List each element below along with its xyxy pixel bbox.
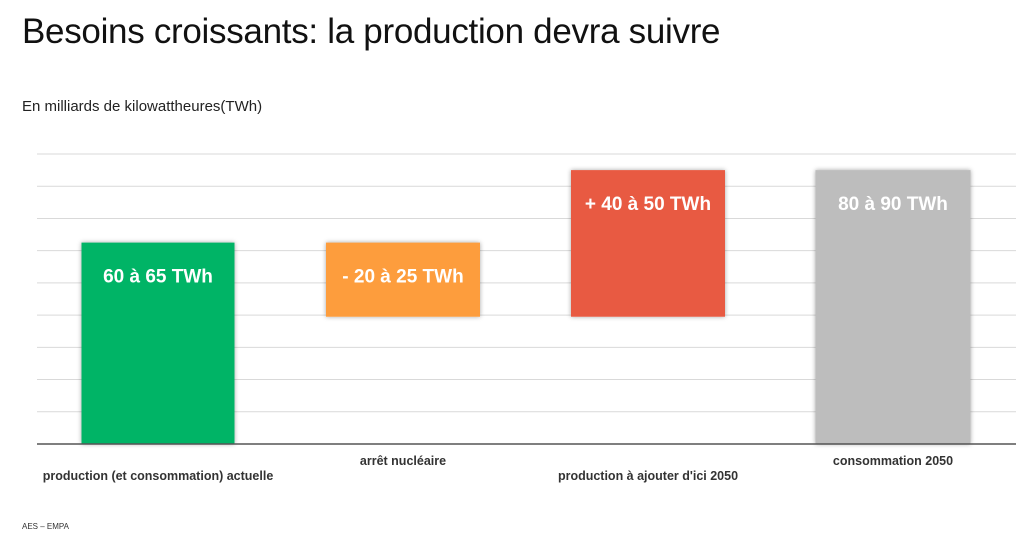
bar-1 <box>81 242 235 444</box>
category-label: consommation 2050 <box>833 454 953 468</box>
category-label: production (et consommation) actuelle <box>43 469 274 483</box>
bar-value-label: 60 à 65 TWh <box>103 267 213 288</box>
source-note: AES – EMPA <box>22 522 69 531</box>
bar-4 <box>815 170 971 444</box>
chart-title: Besoins croissants: la production devra … <box>22 12 721 51</box>
bar-value-label: + 40 à 50 TWh <box>585 194 711 215</box>
bar-value-label: 80 à 90 TWh <box>838 194 948 215</box>
category-label: production à ajouter d'ici 2050 <box>558 469 738 483</box>
bar-3 <box>571 170 725 317</box>
category-label: arrêt nucléaire <box>360 454 446 468</box>
bar-2 <box>326 242 480 317</box>
unit-label: En milliards de kilowattheures(TWh) <box>22 98 263 115</box>
bar-value-label: - 20 à 25 TWh <box>342 267 463 288</box>
